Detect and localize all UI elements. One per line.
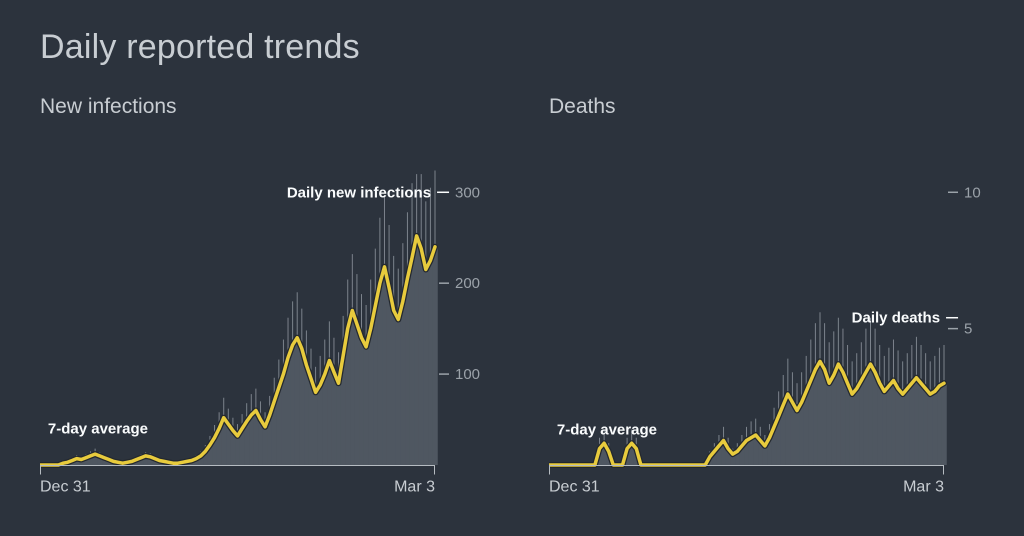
svg-text:200: 200: [455, 275, 480, 292]
svg-text:Dec 31: Dec 31: [40, 479, 91, 496]
chart-deaths: 5 10 Dec 31 Mar 3 Daily deaths 7-day average: [549, 139, 994, 497]
svg-text:Dec 31: Dec 31: [549, 479, 600, 496]
chart-infections: 100 200 300 Dec 31 Mar 3 Daily new infections…: [40, 139, 485, 497]
svg-text:Mar 3: Mar 3: [394, 479, 435, 496]
chart-infections-svg: 100 200 300 Dec 31 Mar 3 Daily new infections…: [40, 139, 485, 497]
svg-text:7-day average: 7-day average: [557, 422, 657, 439]
svg-text:5: 5: [964, 321, 972, 338]
panel-deaths: Deaths 5 10 Dec 31 Mar 3 Daily deaths 7-day a…: [549, 95, 994, 497]
panel-infections: New infections 100 200 300 Dec 31 Mar 3 Daily…: [40, 95, 485, 497]
chart-panels: New infections 100 200 300 Dec 31 Mar 3 Daily…: [40, 95, 984, 497]
svg-text:300: 300: [455, 184, 480, 201]
svg-text:7-day average: 7-day average: [48, 421, 148, 438]
page-title: Daily reported trends: [40, 28, 984, 67]
chart-deaths-svg: 5 10 Dec 31 Mar 3 Daily deaths 7-day average: [549, 139, 994, 497]
subtitle-deaths: Deaths: [549, 95, 994, 119]
svg-text:10: 10: [964, 184, 981, 201]
subtitle-infections: New infections: [40, 95, 485, 119]
svg-text:100: 100: [455, 366, 480, 383]
svg-text:Daily deaths: Daily deaths: [852, 310, 940, 327]
svg-text:Mar 3: Mar 3: [903, 479, 944, 496]
svg-text:Daily new infections: Daily new infections: [287, 184, 431, 201]
